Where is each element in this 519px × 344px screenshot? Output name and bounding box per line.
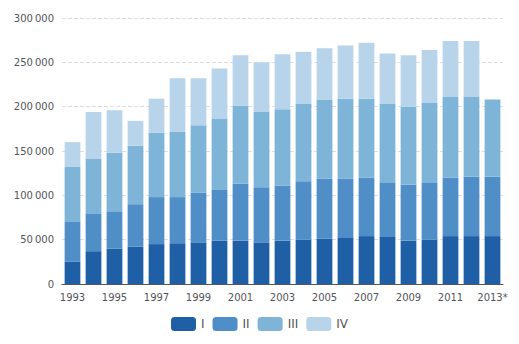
svg-text:150 000: 150 000 — [14, 146, 54, 157]
svg-text:250 000: 250 000 — [14, 57, 54, 68]
svg-text:II: II — [243, 317, 250, 331]
svg-text:1995: 1995 — [102, 292, 127, 303]
svg-text:100 000: 100 000 — [14, 190, 54, 201]
svg-text:1997: 1997 — [144, 292, 169, 303]
svg-text:2013*: 2013* — [477, 292, 507, 303]
svg-text:2005: 2005 — [312, 292, 337, 303]
svg-text:300 000: 300 000 — [14, 13, 54, 24]
svg-text:III: III — [288, 317, 299, 331]
svg-text:200 000: 200 000 — [14, 101, 54, 112]
svg-text:2007: 2007 — [354, 292, 379, 303]
svg-text:2009: 2009 — [396, 292, 421, 303]
svg-text:1993: 1993 — [60, 292, 85, 303]
svg-text:50 000: 50 000 — [20, 234, 54, 245]
svg-text:2011: 2011 — [438, 292, 463, 303]
svg-text:0: 0 — [48, 279, 54, 290]
svg-text:2001: 2001 — [228, 292, 253, 303]
svg-text:IV: IV — [336, 317, 349, 331]
svg-text:2003: 2003 — [270, 292, 295, 303]
svg-text:1999: 1999 — [186, 292, 211, 303]
svg-text:I: I — [201, 317, 205, 331]
